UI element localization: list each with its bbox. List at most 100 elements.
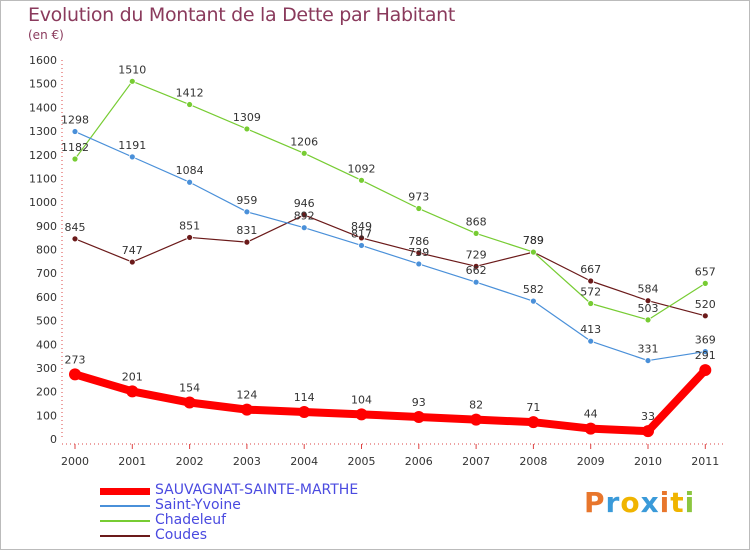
data-point xyxy=(128,258,136,266)
data-point xyxy=(358,242,365,249)
data-label: 1412 xyxy=(176,87,204,100)
data-point xyxy=(701,348,709,355)
series-line xyxy=(74,80,706,321)
chart-subtitle: (en €) xyxy=(28,28,64,42)
data-label: 82 xyxy=(469,399,483,412)
legend-swatch xyxy=(100,505,150,507)
y-tick-label: 1400 xyxy=(29,101,57,114)
logo-letter: i xyxy=(684,486,696,519)
data-label: 739 xyxy=(408,246,429,259)
axes: 0 100 200 300 400 500 600 700 800 900 1000 1100 1200… xyxy=(29,54,726,468)
data-label: 831 xyxy=(236,224,257,237)
data-point xyxy=(358,234,365,242)
data-point xyxy=(699,364,712,377)
data-label: 273 xyxy=(65,353,86,366)
y-tick-label: 700 xyxy=(36,267,57,280)
data-label: 71 xyxy=(526,401,540,414)
data-label: 413 xyxy=(580,323,601,336)
y-tick-label: 200 xyxy=(36,386,57,399)
x-tick-label: 2010 xyxy=(634,455,662,468)
data-label: 662 xyxy=(466,264,487,277)
series-line xyxy=(73,367,709,436)
data-label: 503 xyxy=(638,302,659,315)
data-point xyxy=(243,238,251,246)
logo-letter: r xyxy=(605,486,621,519)
y-tick-label: 100 xyxy=(36,409,57,422)
data-point xyxy=(69,368,81,381)
series-2 xyxy=(71,77,709,324)
data-labels: 273 201 154 124 114 104 93 82 71 44 33 291 1298 1191 1… xyxy=(61,63,716,423)
data-label: 786 xyxy=(408,235,429,248)
logo-letter: i xyxy=(659,486,671,519)
data-point xyxy=(472,278,480,286)
data-point xyxy=(243,125,251,133)
x-tick-label: 2003 xyxy=(233,455,261,468)
data-label: 154 xyxy=(179,382,200,395)
legend-label: Saint-Yvoine xyxy=(155,497,241,513)
y-tick-label: 1200 xyxy=(29,149,57,162)
x-tick-label: 2009 xyxy=(577,455,605,468)
data-point xyxy=(300,149,308,157)
data-point xyxy=(128,153,136,161)
data-point xyxy=(300,211,308,219)
y-tick-label: 1000 xyxy=(29,196,57,209)
data-label: 1309 xyxy=(233,111,261,124)
x-tick-label: 2006 xyxy=(405,455,433,468)
data-label: 1298 xyxy=(61,114,89,127)
y-tick-label: 800 xyxy=(36,244,57,257)
y-tick-label: 1500 xyxy=(29,78,57,91)
legend-swatch xyxy=(100,520,150,522)
data-label: 93 xyxy=(412,396,426,409)
legend-swatch xyxy=(100,535,150,537)
proxiti-logo: Proxiti xyxy=(584,486,695,519)
x-tick-label: 2007 xyxy=(462,455,490,468)
series-0 xyxy=(69,364,712,438)
data-label: 1206 xyxy=(290,135,318,148)
chart-title: Evolution du Montant de la Dette par Hab… xyxy=(28,4,456,26)
data-point xyxy=(240,403,253,416)
y-tick-label: 1300 xyxy=(29,125,57,138)
x-tick-label: 2001 xyxy=(118,455,146,468)
data-label: 845 xyxy=(65,221,86,234)
data-point xyxy=(71,155,79,163)
data-point xyxy=(587,277,595,285)
series-line xyxy=(74,214,706,317)
x-tick-label: 2000 xyxy=(61,455,89,468)
data-point xyxy=(298,405,311,418)
data-label: 291 xyxy=(695,349,716,362)
x-tick-label: 2005 xyxy=(348,455,376,468)
line-chart: 0 100 200 300 400 500 600 700 800 900 1000 1100 1200… xyxy=(29,54,726,468)
data-point xyxy=(472,229,480,237)
data-label: 520 xyxy=(695,298,716,311)
data-point xyxy=(128,77,136,85)
legend-label: Chadeleuf xyxy=(155,512,227,528)
y-tick-label: 1100 xyxy=(29,172,57,185)
data-label: 851 xyxy=(179,219,200,232)
legend-swatch xyxy=(100,488,150,495)
data-label: 1092 xyxy=(348,162,376,175)
data-point xyxy=(527,416,540,429)
data-label: 667 xyxy=(580,263,601,276)
data-point xyxy=(584,422,597,435)
series-1 xyxy=(71,128,709,364)
series-lines xyxy=(69,77,712,438)
y-tick-label: 1600 xyxy=(29,54,57,67)
data-label: 1510 xyxy=(118,63,146,76)
series-3 xyxy=(71,211,709,320)
data-point xyxy=(470,413,483,426)
data-label: 817 xyxy=(351,227,372,240)
data-point xyxy=(71,235,79,243)
data-point xyxy=(71,128,79,135)
logo-letter: P xyxy=(584,486,606,519)
data-label: 747 xyxy=(122,244,143,257)
data-label: 959 xyxy=(236,194,257,207)
data-label: 789 xyxy=(523,234,544,247)
x-tick-label: 2011 xyxy=(691,455,719,468)
data-point xyxy=(186,234,194,241)
data-point xyxy=(701,312,709,320)
data-label: 124 xyxy=(236,389,257,402)
data-label: 1084 xyxy=(176,164,204,177)
data-label: 369 xyxy=(695,334,716,347)
data-label: 572 xyxy=(580,286,601,299)
data-label: 657 xyxy=(695,265,716,278)
